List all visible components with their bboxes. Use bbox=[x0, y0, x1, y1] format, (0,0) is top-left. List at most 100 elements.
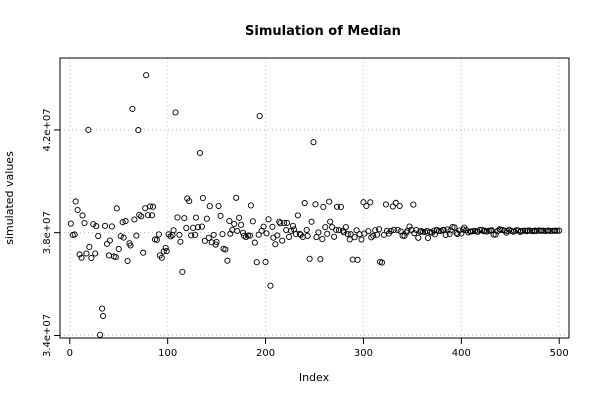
data-point bbox=[201, 237, 208, 244]
data-point bbox=[101, 222, 109, 229]
y-axis-label: simulated values bbox=[3, 151, 16, 245]
data-point bbox=[117, 233, 124, 240]
data-point bbox=[446, 230, 453, 238]
data-point bbox=[143, 72, 150, 79]
data-point bbox=[163, 247, 170, 255]
data-point bbox=[272, 241, 279, 248]
grid-lines bbox=[60, 58, 569, 338]
data-point bbox=[103, 240, 111, 247]
plot-frame bbox=[59, 57, 570, 339]
data-point bbox=[108, 223, 115, 230]
data-point bbox=[210, 231, 217, 238]
data-point bbox=[396, 202, 403, 209]
data-point bbox=[358, 236, 365, 243]
data-point bbox=[203, 215, 210, 222]
data-point bbox=[124, 257, 131, 265]
x-tick-label: 400 bbox=[452, 348, 471, 359]
data-point bbox=[360, 199, 367, 206]
data-point bbox=[170, 227, 177, 234]
x-axis-label: Index bbox=[299, 371, 330, 384]
data-point bbox=[120, 234, 127, 241]
data-point bbox=[442, 231, 449, 238]
data-point bbox=[186, 198, 193, 205]
data-point bbox=[312, 201, 319, 208]
data-point bbox=[346, 236, 353, 243]
data-point bbox=[196, 149, 204, 157]
data-point bbox=[552, 227, 559, 234]
data-point bbox=[83, 250, 90, 257]
data-point bbox=[112, 254, 119, 261]
data-point bbox=[368, 234, 375, 241]
data-point bbox=[392, 199, 399, 206]
data-point bbox=[251, 239, 258, 246]
data-point bbox=[198, 223, 205, 230]
data-point bbox=[399, 232, 406, 239]
data-point bbox=[332, 226, 340, 233]
data-point bbox=[238, 221, 245, 228]
data-point bbox=[236, 214, 243, 221]
data-point bbox=[127, 242, 134, 249]
data-point bbox=[92, 250, 99, 257]
data-point bbox=[224, 257, 231, 264]
data-point bbox=[554, 227, 561, 234]
data-point bbox=[424, 234, 432, 241]
data-point bbox=[148, 212, 156, 219]
data-point bbox=[370, 232, 377, 239]
data-point bbox=[356, 231, 363, 238]
data-point bbox=[97, 331, 104, 338]
data-point bbox=[474, 228, 482, 235]
data-point bbox=[113, 205, 120, 212]
data-point bbox=[95, 232, 102, 240]
data-point bbox=[344, 231, 351, 238]
data-point bbox=[172, 109, 179, 116]
data-point bbox=[269, 223, 276, 230]
data-point bbox=[205, 234, 212, 241]
data-point bbox=[81, 219, 88, 227]
data-point bbox=[194, 224, 202, 231]
y-tick-label: 3.8e+07 bbox=[42, 211, 53, 254]
data-point bbox=[71, 231, 78, 238]
data-point bbox=[162, 244, 169, 251]
data-point bbox=[411, 230, 418, 237]
data-point bbox=[304, 232, 311, 239]
data-point bbox=[265, 216, 272, 223]
x-tick-label: 200 bbox=[256, 348, 275, 359]
data-point bbox=[492, 231, 499, 238]
data-point bbox=[310, 139, 317, 146]
data-point bbox=[394, 226, 401, 233]
data-point bbox=[253, 259, 260, 266]
x-tick-label: 500 bbox=[550, 348, 569, 359]
data-point bbox=[485, 227, 492, 234]
data-point bbox=[115, 245, 122, 253]
data-point bbox=[401, 232, 408, 239]
data-point bbox=[289, 222, 297, 229]
data-point bbox=[456, 227, 463, 234]
data-point bbox=[138, 213, 145, 220]
data-point bbox=[335, 227, 343, 234]
data-point bbox=[367, 199, 374, 206]
data-point bbox=[105, 252, 112, 259]
data-point bbox=[285, 233, 293, 240]
data-point bbox=[281, 219, 288, 226]
data-point bbox=[294, 212, 301, 219]
data-point bbox=[315, 229, 322, 236]
data-point bbox=[145, 212, 152, 219]
data-point bbox=[322, 224, 329, 231]
data-point bbox=[317, 256, 324, 263]
data-point bbox=[382, 201, 390, 208]
data-point bbox=[454, 230, 461, 237]
data-point bbox=[215, 202, 222, 210]
data-point bbox=[440, 226, 447, 234]
data-point bbox=[188, 232, 195, 239]
data-point bbox=[192, 231, 199, 238]
data-point bbox=[246, 232, 253, 239]
data-point bbox=[428, 229, 436, 236]
data-point bbox=[415, 234, 422, 241]
data-point bbox=[308, 218, 315, 225]
data-point bbox=[333, 203, 341, 210]
x-tick-label: 300 bbox=[354, 348, 373, 359]
data-points bbox=[67, 72, 563, 338]
data-point bbox=[177, 238, 184, 245]
data-point bbox=[279, 237, 286, 244]
data-point bbox=[327, 218, 334, 225]
